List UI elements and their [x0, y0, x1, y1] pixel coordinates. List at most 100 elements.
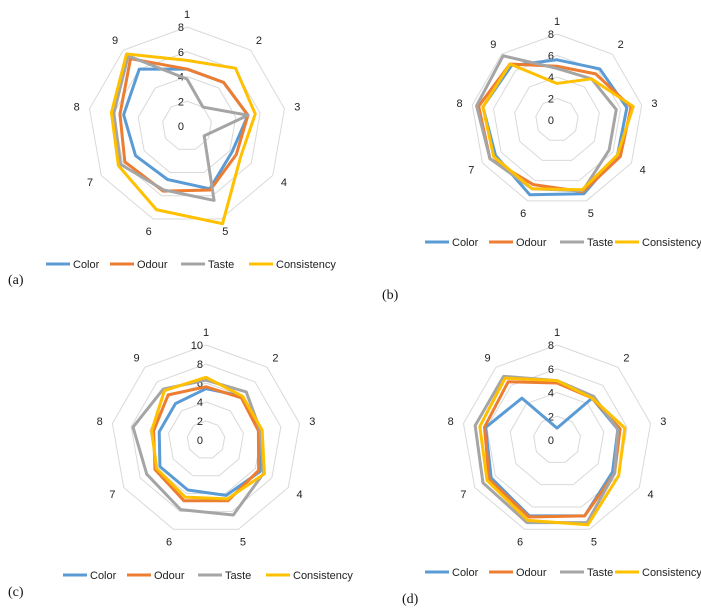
radial-tick-label: 2	[178, 96, 184, 108]
radial-tick-label: 0	[178, 121, 184, 133]
panel-label: (d)	[402, 592, 419, 607]
category-label: 7	[109, 489, 115, 501]
radial-tick-label: 4	[548, 388, 554, 400]
category-label: 8	[448, 416, 454, 428]
category-label: 9	[485, 352, 491, 364]
category-label: 7	[460, 489, 466, 501]
category-label: 2	[272, 352, 278, 364]
radial-tick-label: 6	[548, 364, 554, 376]
series-line-taste	[475, 54, 618, 193]
radial-tick-label: 6	[197, 378, 203, 390]
category-label: 6	[517, 536, 523, 548]
legend-label: Consistency	[642, 237, 701, 249]
grid-ring	[88, 26, 286, 220]
category-label: 8	[456, 98, 462, 110]
category-label: 7	[87, 177, 93, 189]
category-label: 5	[240, 536, 246, 548]
legend-label: Taste	[587, 567, 613, 579]
grid-ring	[462, 344, 652, 530]
category-label: 6	[520, 208, 526, 220]
category-label: 4	[647, 489, 653, 501]
radial-tick-label: 10	[191, 340, 203, 352]
legend-label: Taste	[225, 570, 251, 582]
grid-ring	[162, 100, 212, 150]
radial-tick-label: 2	[197, 416, 203, 428]
category-label: 6	[166, 536, 172, 548]
category-label: 1	[184, 9, 190, 21]
radial-tick-label: 0	[548, 115, 554, 127]
radial-tick-label: 2	[548, 411, 554, 423]
category-label: 2	[623, 352, 629, 364]
category-label: 4	[296, 489, 302, 501]
grid-ring	[486, 368, 628, 508]
category-label: 9	[490, 39, 496, 51]
legend-label: Color	[73, 259, 100, 271]
category-label: 1	[554, 16, 560, 28]
series-line-consistency	[109, 52, 257, 226]
legend-label: Color	[90, 570, 117, 582]
category-label: 3	[309, 416, 315, 428]
category-label: 3	[294, 102, 300, 114]
category-label: 3	[651, 98, 657, 110]
category-label: 9	[134, 352, 140, 364]
legend-label: Color	[452, 237, 479, 249]
grid-ring	[168, 401, 244, 477]
series-line-consistency	[478, 376, 627, 527]
radial-tick-label: 4	[197, 397, 203, 409]
radial-tick-label: 8	[548, 29, 554, 41]
grid-ring	[533, 415, 581, 463]
legend-label: Odour	[516, 567, 547, 579]
category-label: 3	[660, 416, 666, 428]
category-label: 9	[112, 35, 118, 47]
radial-tick-label: 8	[548, 340, 554, 352]
series-line-odour	[118, 57, 250, 193]
legend-label: Odour	[137, 259, 168, 271]
series-line-consistency	[481, 62, 635, 192]
legend-label: Consistency	[642, 567, 701, 579]
series-line-color	[122, 67, 250, 191]
radar-panel-c: 0 2 4 6 8 101 2 3 4 5 6 7 8 9 Color Odour Taste Consisten…	[8, 327, 353, 600]
radial-tick-label: 0	[548, 435, 554, 447]
category-label: 6	[146, 226, 152, 238]
category-label: 5	[222, 226, 228, 238]
series-line-color	[481, 58, 629, 197]
radial-tick-label: 6	[178, 47, 184, 59]
category-label: 5	[591, 536, 597, 548]
series-line-taste	[112, 54, 250, 202]
legend-label: Taste	[587, 237, 613, 249]
panel-label: (a)	[8, 273, 24, 288]
series-line-consistency	[150, 375, 266, 501]
grid-ring	[509, 391, 605, 486]
category-label: 1	[203, 327, 209, 339]
radial-tick-label: 6	[548, 51, 554, 63]
panel-label: (b)	[382, 288, 399, 303]
grid-ring	[186, 420, 226, 459]
category-label: 4	[281, 177, 287, 189]
category-label: 7	[468, 165, 474, 177]
legend-label: Consistency	[276, 259, 336, 271]
grid-ring	[111, 344, 301, 530]
grid-ring	[535, 97, 579, 141]
radial-tick-label: 2	[548, 94, 554, 106]
grid-ring	[514, 76, 600, 161]
legend-label: Color	[452, 567, 479, 579]
category-label: 2	[618, 39, 624, 51]
panel-label: (c)	[8, 585, 24, 600]
category-label: 1	[554, 327, 560, 339]
radial-tick-label: 4	[548, 72, 554, 84]
radial-tick-label: 8	[178, 22, 184, 34]
category-label: 8	[74, 102, 80, 114]
legend-label: Odour	[154, 570, 185, 582]
grid-ring	[471, 33, 643, 202]
radial-tick-label: 0	[197, 435, 203, 447]
category-label: 2	[256, 35, 262, 47]
legend-label: Taste	[208, 259, 234, 271]
series-line-odour	[152, 385, 261, 503]
legend-label: Odour	[516, 237, 547, 249]
legend-label: Consistency	[293, 570, 353, 582]
category-label: 4	[640, 165, 646, 177]
